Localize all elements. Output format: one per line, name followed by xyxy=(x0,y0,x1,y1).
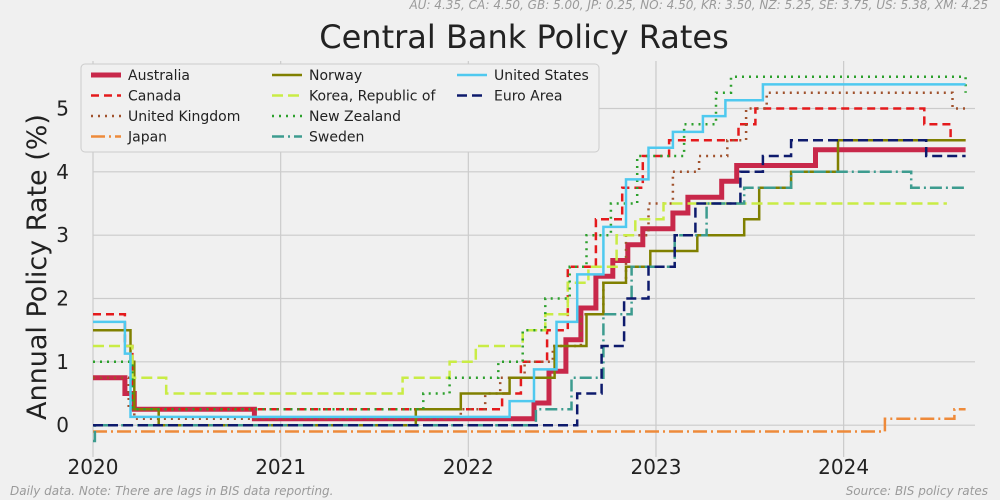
legend-label: Korea, Republic of xyxy=(309,89,436,105)
x-tick-label: 2020 xyxy=(68,455,119,479)
y-tick-label: 2 xyxy=(56,287,69,311)
series-line-euro-area xyxy=(93,138,966,427)
legend-box xyxy=(80,63,600,153)
legend-label: Japan xyxy=(127,130,167,146)
legend-label: Canada xyxy=(128,89,181,105)
x-tick-labels: 2020 2021 2022 2023 2024 xyxy=(68,455,870,479)
x-tick-label: 2021 xyxy=(255,455,306,479)
series-line-canada xyxy=(93,107,966,411)
legend-label: Euro Area xyxy=(494,89,562,105)
series-line-united-states xyxy=(93,83,966,419)
y-tick-label: 1 xyxy=(56,350,69,374)
legend-label: United States xyxy=(494,68,589,84)
y-tick-label: 5 xyxy=(56,97,69,121)
footer-note: Daily data. Note: There are lags in BIS … xyxy=(10,484,334,498)
y-tick-label: 3 xyxy=(56,223,69,247)
x-tick-label: 2023 xyxy=(631,455,682,479)
legend-label: Australia xyxy=(128,68,190,84)
series-line-japan xyxy=(93,408,966,433)
series-line-new-zealand xyxy=(93,75,967,411)
y-axis-label: Annual Policy Rate (%) xyxy=(22,114,53,420)
x-tick-label: 2024 xyxy=(818,455,869,479)
y-tick-label: 0 xyxy=(56,413,69,437)
header-note: AU: 4.35, CA: 4.50, GB: 5.00, JP: 0.25, … xyxy=(409,0,988,12)
y-tick-label: 4 xyxy=(56,160,69,184)
y-tick-labels: 0 1 2 3 4 5 xyxy=(56,97,69,438)
x-tick-label: 2022 xyxy=(443,455,494,479)
legend-label: United Kingdom xyxy=(128,109,240,125)
legend: Australia Canada United Kingdom Japan Norway… xyxy=(80,63,600,153)
series-lines xyxy=(93,75,967,443)
series-line-sweden xyxy=(93,170,966,443)
series-line-australia xyxy=(93,147,966,422)
source-note: Source: BIS policy rates xyxy=(845,484,988,498)
chart-title: Central Bank Policy Rates xyxy=(319,18,729,56)
legend-label: New Zealand xyxy=(309,109,401,125)
legend-label: Sweden xyxy=(309,130,364,146)
legend-label: Norway xyxy=(309,68,362,84)
series-line-norway xyxy=(93,138,966,427)
